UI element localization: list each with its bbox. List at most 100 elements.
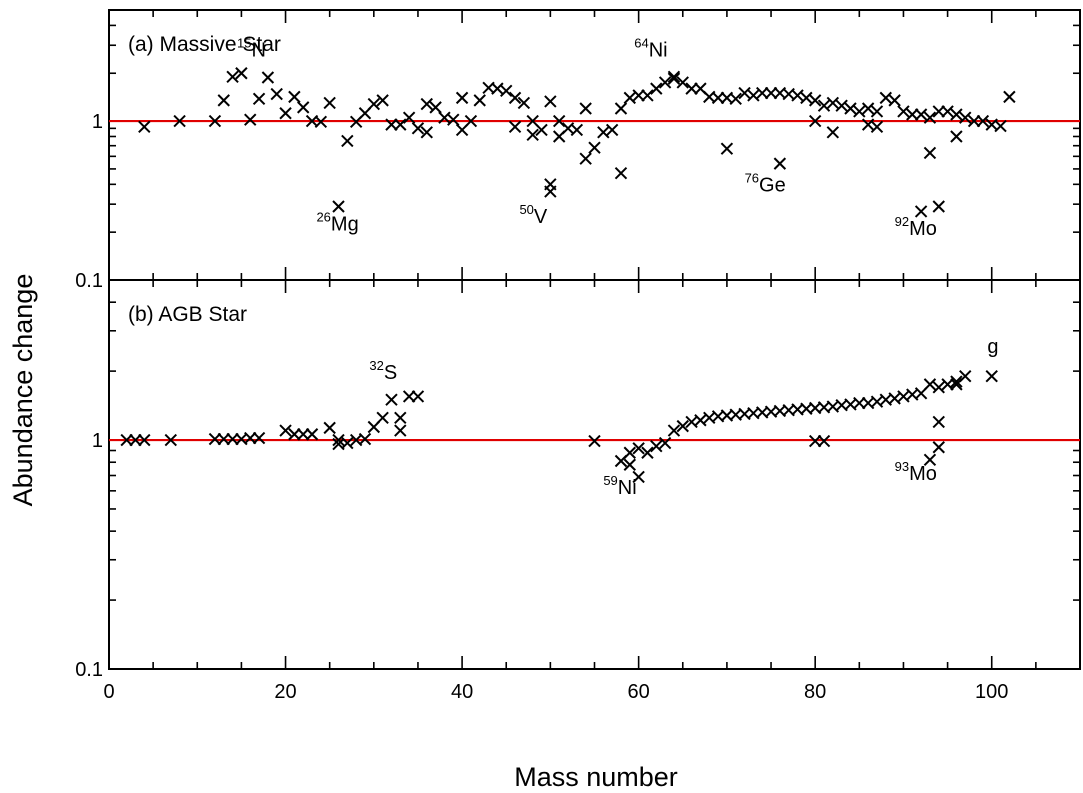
data-point	[129, 433, 142, 447]
data-point	[923, 146, 937, 160]
data-point	[217, 432, 230, 446]
data-point	[570, 123, 584, 137]
data-point	[376, 94, 389, 107]
data-point	[173, 114, 186, 128]
x-tick-labels: 0 20 40 60 80 100	[103, 681, 1008, 703]
data-point	[950, 130, 963, 143]
data-point	[402, 390, 416, 403]
data-point	[667, 70, 681, 83]
data-point	[296, 101, 310, 114]
data-point	[888, 94, 901, 107]
isotope-annotation: 32S	[369, 358, 397, 384]
data-point	[288, 90, 301, 104]
data-point	[941, 105, 954, 118]
data-point	[323, 421, 336, 435]
data-point	[252, 431, 266, 445]
data-point	[650, 439, 663, 453]
data-point	[826, 96, 840, 110]
data-point	[464, 114, 478, 128]
data-point	[667, 424, 681, 437]
data-point	[667, 72, 681, 85]
data-point	[985, 370, 998, 383]
data-point	[650, 82, 663, 95]
data-point	[632, 470, 645, 484]
data-point	[138, 120, 151, 134]
data-point	[906, 108, 919, 121]
data-point	[164, 433, 177, 447]
data-point	[861, 118, 875, 131]
x-tick-label: 60	[628, 681, 650, 703]
data-point	[959, 111, 972, 124]
data-point	[411, 390, 425, 403]
x-tick-label: 80	[804, 681, 826, 703]
data-point	[791, 89, 804, 102]
data-point	[491, 82, 504, 95]
data-point	[808, 434, 822, 448]
data-point	[385, 118, 398, 131]
data-point	[614, 102, 628, 115]
data-point	[588, 141, 601, 154]
data-point	[870, 105, 884, 118]
data-point	[544, 95, 557, 108]
data-point	[420, 126, 433, 139]
y-tick-label: 1	[92, 430, 103, 452]
data-point	[773, 157, 787, 170]
x-tick-label: 100	[975, 681, 1008, 703]
data-point	[808, 94, 822, 107]
data-point	[332, 200, 345, 213]
data-point	[120, 433, 133, 447]
data-point	[420, 97, 433, 111]
data-point	[208, 432, 222, 446]
data-point	[932, 200, 945, 213]
panels: 0.1 1 15N 64Ni 26Mg 50V 76Ge 92Mo (a) Massive St…	[75, 9, 1081, 703]
data-point	[914, 108, 928, 121]
data-point	[623, 446, 637, 459]
data-point	[385, 393, 398, 406]
data-point	[932, 105, 945, 118]
data-point	[394, 118, 407, 131]
data-point	[950, 108, 963, 121]
data-point	[235, 67, 248, 80]
data-point	[950, 375, 963, 388]
data-point	[764, 86, 778, 100]
data-point	[941, 378, 954, 391]
data-point	[826, 126, 840, 139]
data-point	[217, 94, 230, 107]
data-point	[711, 91, 725, 105]
data-point	[508, 91, 522, 105]
data-point	[447, 113, 460, 126]
data-point	[305, 428, 319, 441]
data-point	[261, 71, 275, 84]
data-point	[861, 102, 875, 115]
panel-title: (a) Massive Star	[128, 33, 281, 56]
data-point	[358, 432, 372, 446]
data-point	[641, 89, 654, 102]
isotope-annotation: 26Mg	[316, 209, 358, 235]
data-point	[632, 89, 645, 102]
panel-a: 0.1 1 15N 64Ni 26Mg 50V 76Ge 92Mo (a) Massive St…	[75, 9, 1081, 292]
data-point	[720, 142, 734, 155]
data-point	[508, 120, 522, 134]
data-point	[332, 433, 345, 447]
data-point	[429, 101, 442, 114]
data-point	[614, 166, 628, 180]
isotope-annotation: 64Ni	[634, 35, 667, 61]
data-point	[588, 434, 601, 448]
data-point	[579, 152, 592, 165]
data-point	[314, 115, 328, 128]
data-point	[658, 436, 672, 450]
data-point	[914, 205, 928, 218]
data-point	[835, 99, 848, 112]
data-point	[694, 414, 707, 427]
y-axis-label: Abundance change	[8, 274, 38, 507]
data-point	[208, 114, 222, 128]
data-point	[923, 453, 937, 466]
isotope-annotation: 76Ge	[745, 171, 786, 197]
data-point	[323, 96, 336, 110]
data-point	[658, 76, 672, 89]
data-point	[394, 424, 407, 437]
data-point	[473, 94, 486, 107]
data-point	[455, 91, 469, 105]
data-point	[623, 91, 637, 105]
